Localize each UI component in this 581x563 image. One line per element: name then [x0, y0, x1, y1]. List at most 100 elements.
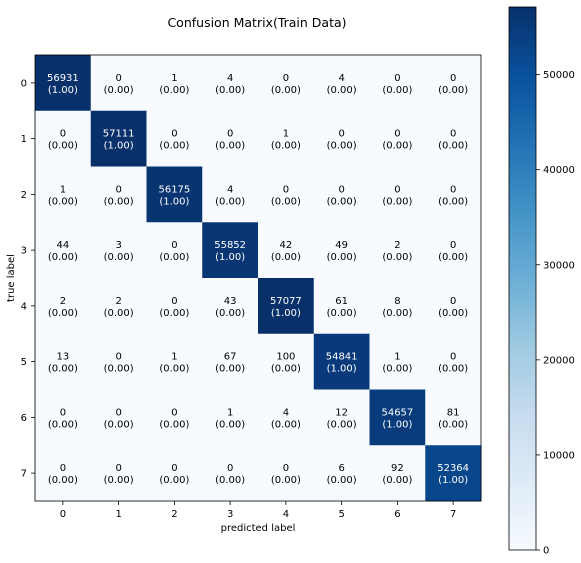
heatmap-cell-0-1 [90, 55, 147, 112]
cell-normalized-label-2-6: (0.00) [382, 196, 412, 207]
cell-count-label-5-2: 1 [171, 352, 177, 363]
x-axis-label: predicted label [221, 523, 296, 534]
x-axis-ticks: 0 1 2 3 4 5 6 7 [60, 501, 456, 520]
cell-count-label-4-0: 2 [60, 296, 66, 307]
heatmap-cell-0-6 [369, 55, 426, 112]
y-tick-label-6: 6 [21, 413, 27, 424]
x-tick-label-3: 3 [227, 509, 233, 520]
cell-count-label-4-4: 57077 [270, 296, 302, 307]
cell-normalized-label-4-1: (0.00) [104, 308, 134, 319]
x-tick-label-2: 2 [171, 509, 177, 520]
cell-count-label-3-7: 0 [450, 240, 456, 251]
cell-count-label-7-7: 52364 [437, 463, 469, 474]
heatmap-cell-5-2 [146, 333, 203, 390]
cell-count-label-7-4: 0 [283, 463, 289, 474]
heatmap-cell-2-5 [313, 166, 370, 223]
heatmap-cell-2-3 [202, 166, 259, 223]
heatmap-cell-7-2 [146, 445, 203, 502]
x-tick-label-5: 5 [338, 509, 344, 520]
cell-normalized-label-6-1: (0.00) [104, 419, 134, 430]
cell-normalized-label-3-6: (0.00) [382, 252, 412, 263]
heatmap-cell-0-0 [35, 55, 92, 112]
cell-normalized-label-6-0: (0.00) [48, 419, 78, 430]
cell-count-label-2-5: 0 [338, 184, 344, 195]
cell-count-label-0-1: 0 [115, 73, 121, 84]
cell-count-label-0-0: 56931 [47, 73, 79, 84]
plot-frame [34, 54, 482, 502]
cell-count-label-5-1: 0 [115, 352, 121, 363]
colorbar-tick-label-4: 40000 [543, 165, 575, 176]
heatmap-cell-7-0 [35, 445, 92, 502]
heatmap-cell-4-1 [90, 278, 147, 335]
heatmap-cell-2-0 [35, 166, 92, 223]
heatmap-cell-4-5 [313, 278, 370, 335]
cell-count-label-4-2: 0 [171, 296, 177, 307]
heatmap-cell-3-7 [425, 222, 482, 279]
y-axis-ticks: 0 1 2 3 4 5 6 7 [21, 78, 35, 480]
chart-title: Confusion Matrix(Train Data) [167, 15, 346, 30]
y-tick-label-5: 5 [21, 357, 27, 368]
heatmap-cell-6-5 [313, 389, 370, 446]
cell-count-label-4-3: 43 [224, 296, 237, 307]
heatmap-cell-1-5 [313, 110, 370, 167]
cell-count-label-3-4: 42 [280, 240, 293, 251]
cell-normalized-label-0-3: (0.00) [215, 85, 245, 96]
heatmap-cell-6-7 [425, 389, 482, 446]
cell-normalized-label-5-5: (1.00) [327, 364, 357, 375]
cell-count-label-1-5: 0 [338, 129, 344, 140]
cell-normalized-label-7-7: (1.00) [438, 475, 468, 486]
cell-count-label-6-6: 54657 [381, 407, 413, 418]
cell-normalized-label-5-2: (0.00) [159, 364, 189, 375]
cell-normalized-label-1-1: (1.00) [104, 141, 134, 152]
heatmap-cell-2-7 [425, 166, 482, 223]
heatmap-cell-7-4 [258, 445, 315, 502]
cell-normalized-label-5-3: (0.00) [215, 364, 245, 375]
cell-normalized-label-3-5: (0.00) [327, 252, 357, 263]
cell-normalized-label-0-7: (0.00) [438, 85, 468, 96]
cell-normalized-label-1-6: (0.00) [382, 141, 412, 152]
heatmap-cell-3-6 [369, 222, 426, 279]
heatmap-cell-5-7 [425, 333, 482, 390]
cell-normalized-label-4-5: (0.00) [327, 308, 357, 319]
cell-normalized-label-5-4: (0.00) [271, 364, 301, 375]
cell-normalized-label-2-7: (0.00) [438, 196, 468, 207]
cell-count-label-2-6: 0 [394, 184, 400, 195]
heatmap-cell-0-5 [313, 55, 370, 112]
cell-count-label-2-7: 0 [450, 184, 456, 195]
heatmap-cell-7-6 [369, 445, 426, 502]
heatmap-cell-3-2 [146, 222, 203, 279]
y-axis-label: true label [6, 254, 17, 302]
cell-normalized-label-2-4: (0.00) [271, 196, 301, 207]
heatmap-cell-0-4 [258, 55, 315, 112]
cell-normalized-label-6-7: (0.00) [438, 419, 468, 430]
heatmap-cell-6-4 [258, 389, 315, 446]
cell-count-label-7-6: 92 [391, 463, 404, 474]
heatmap-cell-7-7 [425, 445, 482, 502]
cell-count-label-2-2: 56175 [158, 184, 190, 195]
cell-normalized-label-0-6: (0.00) [382, 85, 412, 96]
heatmap-cell-4-7 [425, 278, 482, 335]
cell-normalized-label-6-3: (0.00) [215, 419, 245, 430]
heatmap-cell-7-5 [313, 445, 370, 502]
cell-normalized-label-7-0: (0.00) [48, 475, 78, 486]
x-tick-label-4: 4 [283, 509, 289, 520]
heatmap-cell-2-6 [369, 166, 426, 223]
cell-normalized-label-5-0: (0.00) [48, 364, 78, 375]
cell-count-label-5-7: 0 [450, 352, 456, 363]
cell-normalized-label-4-7: (0.00) [438, 308, 468, 319]
cell-normalized-label-5-6: (0.00) [382, 364, 412, 375]
heatmap-cell-3-4 [258, 222, 315, 279]
cell-normalized-label-3-1: (0.00) [104, 252, 134, 263]
heatmap-cell-1-7 [425, 110, 482, 167]
heatmap-cell-4-2 [146, 278, 203, 335]
cell-normalized-label-0-1: (0.00) [104, 85, 134, 96]
heatmap-cell-3-1 [90, 222, 147, 279]
heatmap-cell-4-3 [202, 278, 259, 335]
cell-normalized-label-4-2: (0.00) [159, 308, 189, 319]
heatmap-cell-4-6 [369, 278, 426, 335]
x-tick-label-0: 0 [60, 509, 66, 520]
y-tick-label-1: 1 [21, 134, 27, 145]
colorbar-ticks: 0 10000 20000 30000 40000 50000 [536, 70, 575, 557]
cell-normalized-label-7-3: (0.00) [215, 475, 245, 486]
